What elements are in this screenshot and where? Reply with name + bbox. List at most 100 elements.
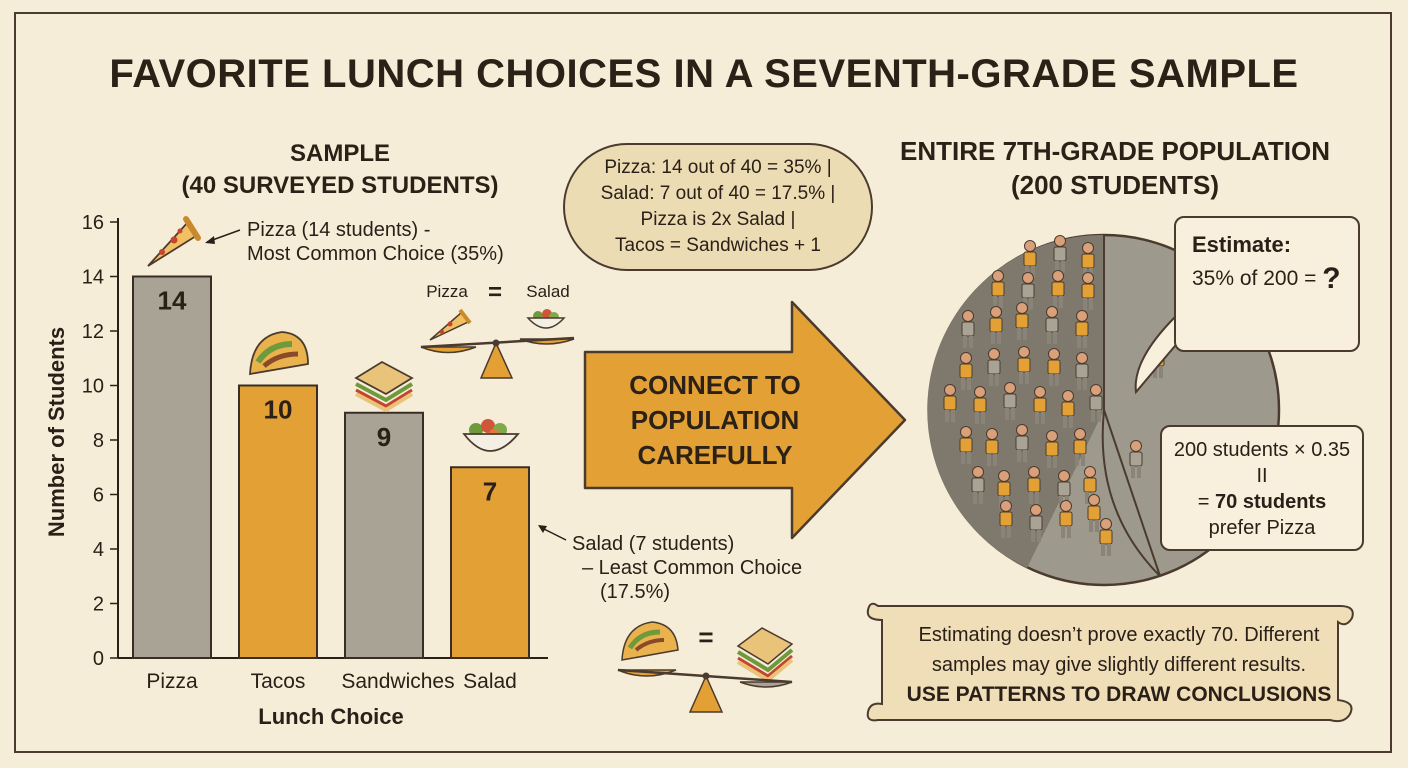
stats-line: Tacos = Sandwiches + 1 bbox=[615, 235, 821, 256]
estimate-line: 35% of 200 = ? bbox=[1192, 262, 1341, 296]
estimate-callout: Estimate: 35% of 200 = ? bbox=[1174, 216, 1360, 352]
x-tick-label: Salad bbox=[463, 670, 517, 693]
student-figure bbox=[1083, 466, 1097, 504]
student-figure bbox=[971, 466, 985, 504]
bar-tacos bbox=[238, 384, 318, 659]
bar-chart: 0 2 4 6 8 10 12 14 16 14 Pizza 10 Tacos 9 Sandwiches 7 S… bbox=[44, 212, 548, 729]
sample-heading-line2: (40 SURVEYED STUDENTS) bbox=[181, 172, 499, 199]
population-heading-line1: ENTIRE 7TH-GRADE POPULATION bbox=[900, 136, 1330, 166]
taco-icon bbox=[249, 331, 309, 376]
conclusion-text: Estimating doesn’t prove exactly 70. Dif… bbox=[892, 620, 1346, 710]
student-figure bbox=[1015, 424, 1029, 462]
balance-scale-bottom: = bbox=[617, 621, 794, 713]
student-figure bbox=[1129, 440, 1143, 478]
student-figure bbox=[987, 348, 1001, 386]
arrow-text-line: POPULATION bbox=[630, 405, 800, 435]
student-crowd bbox=[943, 235, 1165, 556]
bar-data-label: 14 bbox=[158, 286, 187, 316]
salad-annotation-line: – Least Common Choice bbox=[582, 557, 803, 579]
salad-icon bbox=[526, 309, 566, 329]
student-figure bbox=[943, 384, 957, 422]
conclusion-line: Estimating doesn’t prove exactly 70. Dif… bbox=[918, 624, 1320, 646]
balance-right-label: Salad bbox=[526, 282, 569, 301]
stats-line: Salad: 7 out of 40 = 17.5% | bbox=[600, 183, 836, 204]
student-figure bbox=[1051, 270, 1065, 308]
student-figure bbox=[991, 270, 1005, 308]
population-heading: ENTIRE 7TH-GRADE POPULATION (200 STUDENT… bbox=[880, 134, 1350, 202]
salad-annotation-arrowhead bbox=[538, 525, 547, 533]
sample-heading: SAMPLE (40 SURVEYED STUDENTS) bbox=[160, 138, 520, 202]
pizza-icon bbox=[147, 216, 201, 267]
student-figure bbox=[1027, 466, 1041, 504]
y-tick-label: 8 bbox=[93, 430, 104, 452]
conclusion-line: samples may give slightly different resu… bbox=[931, 654, 1307, 676]
student-figure bbox=[1047, 348, 1061, 386]
stats-line: Pizza: 14 out of 40 = 35% | bbox=[604, 157, 832, 178]
student-figure bbox=[1075, 352, 1089, 390]
x-tick-label: Pizza bbox=[146, 670, 198, 693]
bar-data-label: 7 bbox=[483, 476, 497, 506]
calc-result: 70 students bbox=[1215, 491, 1327, 513]
student-figure bbox=[1023, 240, 1037, 278]
student-figure bbox=[1033, 386, 1047, 424]
student-figure bbox=[959, 426, 973, 464]
calc-line1: 200 students × 0.35 bbox=[1173, 439, 1351, 461]
salad-annotation-line: Salad (7 students) bbox=[572, 533, 735, 555]
student-figure bbox=[999, 500, 1013, 538]
student-figure bbox=[1061, 390, 1075, 428]
connect-arrow-text: CONNECT TO POPULATION CAREFULLY bbox=[600, 368, 830, 473]
bar-data-label: 9 bbox=[377, 422, 391, 452]
x-axis-label: Lunch Choice bbox=[258, 704, 403, 729]
sample-heading-line1: SAMPLE bbox=[289, 140, 390, 167]
balance-equals: = bbox=[698, 622, 713, 652]
student-figure bbox=[1089, 384, 1103, 422]
calculation-box: 200 students × 0.35 II = 70 students pre… bbox=[1160, 425, 1364, 551]
salad-annotation: Salad (7 students) – Least Common Choice… bbox=[572, 532, 802, 604]
y-tick-label: 14 bbox=[82, 267, 104, 289]
student-figure bbox=[1015, 302, 1029, 340]
conclusion-scroll bbox=[866, 602, 1354, 723]
sandwich-icon bbox=[736, 627, 794, 683]
bar-sandwiches bbox=[344, 411, 424, 659]
pizza-annotation-arrowhead bbox=[205, 236, 215, 244]
y-axis-label: Number of Students bbox=[44, 327, 69, 537]
conclusion-takeaway: USE PATTERNS TO DRAW CONCLUSIONS bbox=[906, 683, 1332, 706]
stats-line: Pizza is 2x Salad | bbox=[640, 209, 796, 230]
student-figure bbox=[1017, 346, 1031, 384]
y-tick-label: 2 bbox=[93, 594, 104, 616]
student-figure bbox=[1075, 310, 1089, 348]
student-figure bbox=[1081, 272, 1095, 310]
balance-scale-top: Pizza = Salad bbox=[420, 279, 575, 379]
arrow-text-line: CONNECT TO bbox=[629, 370, 801, 400]
student-figure bbox=[1099, 518, 1113, 556]
balance-equals: = bbox=[488, 279, 502, 306]
bar-pizza bbox=[132, 275, 212, 659]
connect-arrow bbox=[583, 300, 907, 540]
sandwich-icon bbox=[354, 360, 414, 413]
student-figure bbox=[989, 306, 1003, 344]
bar-data-label: 10 bbox=[264, 395, 293, 425]
y-tick-label: 10 bbox=[82, 376, 104, 398]
bar-salad bbox=[450, 466, 530, 659]
population-heading-line2: (200 STUDENTS) bbox=[1010, 170, 1220, 200]
student-figure bbox=[959, 352, 973, 390]
calc-line3: = 70 students bbox=[1162, 489, 1362, 515]
student-figure bbox=[973, 386, 987, 424]
y-tick-label: 6 bbox=[93, 485, 104, 507]
estimate-expression: 35% of 200 = bbox=[1192, 267, 1317, 290]
student-figure bbox=[1003, 382, 1017, 420]
infographic-frame bbox=[14, 12, 1392, 753]
salad-icon bbox=[462, 419, 520, 452]
stats-bubble: Pizza: 14 out of 40 = 35% | Salad: 7 out… bbox=[563, 143, 873, 271]
pizza-annotation-line: Most Common Choice (35%) bbox=[247, 243, 504, 265]
student-figure bbox=[1029, 504, 1043, 542]
taco-icon bbox=[621, 621, 679, 661]
student-figure bbox=[1087, 494, 1101, 532]
student-figure bbox=[1053, 235, 1067, 273]
student-figure bbox=[1059, 500, 1073, 538]
calc-line3-prefix: = bbox=[1197, 491, 1216, 513]
estimate-question-mark: ? bbox=[1322, 262, 1341, 295]
x-tick-label: Tacos bbox=[251, 670, 306, 693]
arrow-text-line: CAREFULLY bbox=[637, 440, 793, 470]
y-tick-label: 4 bbox=[93, 539, 104, 561]
